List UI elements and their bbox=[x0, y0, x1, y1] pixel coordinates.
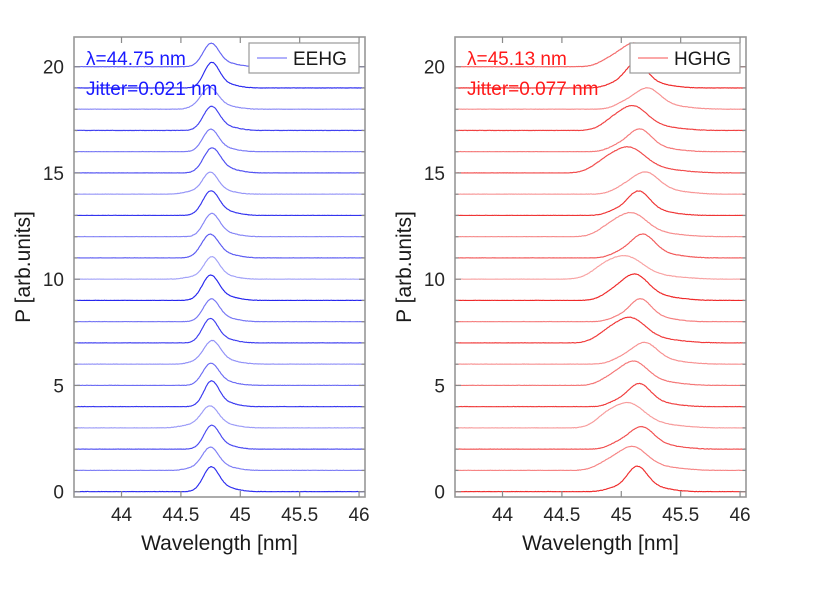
hghg-trace bbox=[454, 298, 747, 323]
eehg-xtick-label: 45.5 bbox=[281, 505, 318, 526]
hghg-trace bbox=[454, 401, 747, 429]
hghg-ytick-label: 15 bbox=[424, 164, 445, 185]
eehg-ytick-label: 15 bbox=[43, 164, 64, 185]
hghg-frame-overlay bbox=[454, 36, 747, 498]
hghg-trace bbox=[454, 233, 747, 259]
hghg-trace bbox=[454, 171, 747, 195]
eehg-xtick-label: 45 bbox=[230, 505, 251, 526]
eehg-trace bbox=[73, 298, 366, 323]
hghg-xtick-label: 44.5 bbox=[543, 505, 580, 526]
hghg-xtick-label: 44 bbox=[492, 505, 514, 526]
hghg-trace bbox=[454, 104, 747, 132]
eehg-trace bbox=[73, 446, 366, 472]
eehg-trace bbox=[73, 147, 366, 174]
hghg-yaxis-title: P [arb.units] bbox=[393, 211, 416, 323]
eehg-legend-label: EEHG bbox=[293, 49, 347, 70]
hghg-trace bbox=[454, 146, 747, 174]
eehg-yaxis-title: P [arb.units] bbox=[12, 211, 35, 323]
hghg-trace bbox=[454, 190, 747, 217]
hghg-annotation: Jitter=0.077 nm bbox=[467, 79, 599, 100]
eehg-trace bbox=[73, 339, 366, 365]
hghg-xtick-label: 45 bbox=[611, 505, 632, 526]
hghg-trace bbox=[454, 465, 747, 493]
hghg-ytick-label: 0 bbox=[434, 483, 445, 504]
eehg-trace bbox=[73, 424, 366, 450]
panel-eehg: 44 44.5 45 45.5 46 0 5 10 15 20 Wavelength [nm] P [… bbox=[0, 0, 406, 595]
hghg-trace bbox=[454, 61, 747, 89]
hghg-trace bbox=[454, 382, 747, 408]
hghg-ytick-label: 20 bbox=[424, 58, 445, 79]
hghg-xtick-label: 45.5 bbox=[662, 505, 699, 526]
eehg-trace bbox=[73, 171, 366, 195]
hghg-trace bbox=[454, 211, 747, 238]
eehg-trace bbox=[73, 274, 366, 302]
panel-hghg: 44 44.5 45 45.5 46 0 5 10 15 20 Wavelength [nm] P [… bbox=[381, 0, 787, 595]
hghg-trace bbox=[454, 316, 747, 344]
eehg-xaxis-title: Wavelength [nm] bbox=[141, 532, 298, 555]
hghg-trace bbox=[454, 445, 747, 472]
hghg-trace bbox=[454, 128, 747, 153]
hghg-trace bbox=[454, 360, 747, 387]
hghg-trace bbox=[454, 341, 747, 365]
hghg-plot-svg: 44 44.5 45 45.5 46 0 5 10 15 20 Wavelength [nm] P [… bbox=[393, 36, 751, 555]
hghg-ytick-label: 5 bbox=[434, 376, 445, 397]
eehg-annotation: Jitter=0.021 nm bbox=[86, 79, 218, 100]
eehg-ytick-label: 10 bbox=[43, 270, 64, 291]
eehg-xtick-label: 44 bbox=[111, 505, 133, 526]
eehg-trace bbox=[73, 465, 366, 493]
eehg-trace bbox=[73, 105, 366, 132]
hghg-legend-label: HGHG bbox=[674, 49, 731, 70]
eehg-xtick-label: 44.5 bbox=[162, 505, 199, 526]
eehg-trace bbox=[73, 405, 366, 429]
eehg-plot-svg: 44 44.5 45 45.5 46 0 5 10 15 20 Wavelength [nm] P [… bbox=[12, 36, 370, 555]
eehg-annotation: λ=44.75 nm bbox=[86, 49, 186, 70]
eehg-trace bbox=[73, 61, 366, 89]
hghg-xtick-label: 46 bbox=[729, 505, 750, 526]
eehg-trace bbox=[73, 233, 366, 259]
eehg-trace bbox=[73, 86, 366, 110]
eehg-trace bbox=[73, 212, 366, 238]
hghg-xaxis-title: Wavelength [nm] bbox=[522, 532, 679, 555]
hghg-annotation: λ=45.13 nm bbox=[467, 49, 567, 70]
hghg-plot-frame bbox=[454, 36, 747, 498]
eehg-trace bbox=[73, 317, 366, 344]
hghg-trace bbox=[454, 273, 747, 302]
eehg-trace bbox=[73, 256, 366, 280]
eehg-ytick-label: 5 bbox=[53, 376, 64, 397]
eehg-trace bbox=[73, 190, 366, 217]
eehg-ytick-label: 20 bbox=[43, 58, 64, 79]
hghg-trace bbox=[454, 255, 747, 280]
eehg-trace bbox=[73, 380, 366, 408]
eehg-trace bbox=[73, 362, 366, 387]
hghg-trace bbox=[454, 87, 747, 110]
eehg-trace bbox=[73, 128, 366, 153]
eehg-xtick-label: 46 bbox=[348, 505, 369, 526]
hghg-ytick-label: 10 bbox=[424, 270, 445, 291]
eehg-frame-overlay bbox=[73, 36, 366, 498]
eehg-ytick-label: 0 bbox=[53, 483, 64, 504]
hghg-trace bbox=[454, 425, 747, 450]
